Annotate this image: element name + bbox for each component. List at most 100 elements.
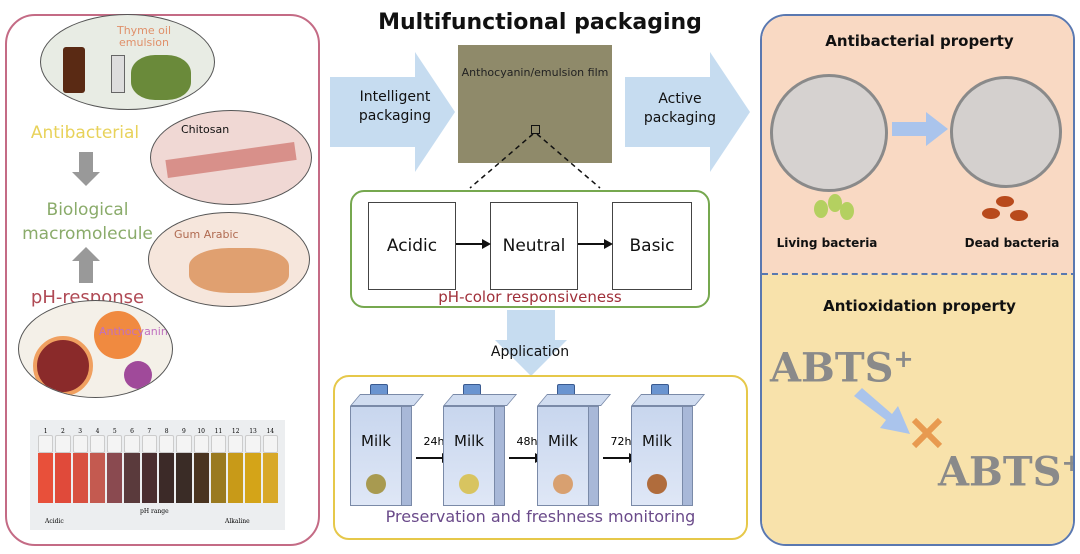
abts-product: ABTS+ [938, 448, 1074, 496]
orange-icon [33, 336, 93, 396]
ph-vial: 7 [141, 428, 157, 508]
vial-icon [111, 55, 125, 93]
vial-cap [124, 435, 140, 453]
intelligent-packaging-label: Intelligent packaging [358, 89, 432, 124]
vial-cap [107, 435, 123, 453]
time-label: 24h [423, 435, 445, 448]
vial-liquid [158, 453, 175, 503]
arrow-right-icon [892, 112, 948, 146]
antioxidation-section [762, 274, 1073, 544]
cross-icon [911, 417, 943, 449]
acidic-label: Acidic [386, 236, 438, 256]
abts-text: ABTS [938, 448, 1062, 496]
ph-vial: 4 [89, 428, 106, 508]
arrow-right-icon [578, 239, 613, 249]
ph-vial: 1 [38, 428, 54, 508]
milk-carton: Milk [537, 384, 612, 506]
bottle-icon [63, 47, 85, 93]
vial-liquid [210, 453, 227, 503]
petri-dish-living [770, 74, 888, 192]
ph-vial: 13 [245, 428, 261, 508]
thyme-oil-image: Thyme oil emulsion [40, 14, 215, 110]
milk-label: Milk [642, 432, 672, 450]
vial-cap [89, 435, 106, 453]
vial-cap [176, 435, 192, 453]
milk-carton: Milk [443, 384, 518, 506]
vial-number: 13 [249, 428, 257, 435]
ph-vial: 3 [72, 428, 88, 508]
application-label: Application [490, 344, 570, 360]
time-label: 48h [516, 435, 538, 448]
vial-number: 9 [181, 428, 186, 435]
carton-top [350, 394, 425, 406]
vial-liquid [245, 453, 261, 503]
ph-vial: 11 [210, 428, 227, 508]
up-arrow-icon [72, 247, 100, 261]
indicator-dot [366, 474, 386, 494]
vial-number: 3 [78, 428, 83, 435]
section-divider [762, 273, 1073, 275]
application-arrow-icon [495, 310, 567, 376]
living-bacteria-label: Living bacteria [776, 236, 878, 250]
antioxidation-property-title: Antioxidation property [823, 297, 1016, 315]
vial-liquid [89, 453, 106, 503]
antibacterial-property-title: Antibacterial property [825, 32, 1014, 50]
dead-bacteria-label: Dead bacteria [964, 236, 1060, 250]
biological-macromolecule-panel [5, 14, 320, 546]
carton-top [631, 394, 706, 406]
milk-label: Milk [454, 432, 484, 450]
vial-cap [158, 435, 175, 453]
arrow-right-icon [456, 239, 491, 249]
vial-liquid [72, 453, 88, 503]
arrow-stem [79, 261, 93, 283]
vial-number: 2 [61, 428, 65, 435]
ph-vial: 8 [158, 428, 175, 508]
anthocyanin-label: Anthocyanin [99, 325, 168, 338]
vial-cap [262, 435, 278, 453]
gum-icon [189, 248, 289, 293]
vial-cap [210, 435, 227, 453]
abts-text: ABTS [770, 344, 894, 392]
abts-plus: + [1062, 448, 1074, 477]
arrow-head [72, 172, 100, 186]
milk-label: Milk [548, 432, 578, 450]
carton-front [537, 406, 589, 506]
zoom-square-icon [531, 125, 540, 134]
basic-label: Basic [629, 236, 675, 256]
chitosan-label: Chitosan [181, 123, 230, 136]
ph-vial: 6 [124, 428, 140, 508]
indicator-dot [553, 474, 573, 494]
ph-color-box: Acidic Neutral Basic pH-color responsive… [350, 190, 710, 308]
powder-icon [124, 361, 152, 389]
active-arrow-icon [625, 52, 750, 172]
indicator-dot [647, 474, 667, 494]
living-bacteria-icon [814, 194, 854, 222]
structure-icon [165, 142, 297, 178]
vial-cap [38, 435, 54, 453]
abts-plus: + [893, 344, 914, 373]
chitosan-image: Chitosan [150, 110, 312, 205]
active-properties-panel: Antibacterial property Living bacteria D… [760, 14, 1075, 546]
preservation-label: Preservation and freshness monitoring [385, 507, 696, 526]
vial-cap [245, 435, 261, 453]
vial-number: 6 [130, 428, 134, 435]
orange-whole-icon [94, 311, 142, 359]
abts-radical: ABTS+ [770, 344, 914, 391]
zoom-lines [469, 133, 601, 189]
vial-number: 8 [164, 428, 169, 435]
vial-cap [55, 435, 71, 453]
vial-number: 1 [43, 428, 48, 435]
preservation-box: Milk 24h Milk 48h Milk 72h Milk Preservation a… [333, 375, 748, 540]
neutral-square: Neutral [490, 202, 578, 290]
diagram-title: Multifunctional packaging [378, 10, 702, 35]
carton-top [537, 394, 612, 406]
biological-label: Biological macromolecule [22, 200, 153, 244]
vial-number: 7 [147, 428, 152, 435]
thyme-label: Thyme oil emulsion [116, 24, 172, 49]
neutral-label: Neutral [502, 236, 566, 256]
ph-vial: 14 [262, 428, 278, 508]
ph-vial: 10 [193, 428, 209, 508]
gum-arabic-image: Gum Arabic [148, 212, 310, 307]
down-arrow-icon [79, 152, 93, 174]
vial-number: 12 [231, 428, 240, 435]
